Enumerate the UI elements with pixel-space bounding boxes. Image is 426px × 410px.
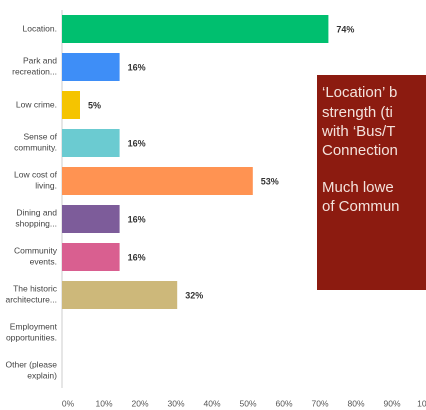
bar <box>62 129 120 157</box>
bar <box>62 167 253 195</box>
y-tick-label: Low crime. <box>16 99 57 109</box>
x-tick-label: 80% <box>347 398 364 408</box>
annotation-box: ‘Location’ b strength (ti with ‘Bus/T Conne… <box>317 75 426 290</box>
x-tick-label: 50% <box>239 398 256 408</box>
value-label: 16% <box>128 138 146 148</box>
bar <box>62 281 178 309</box>
x-tick-label: 70% <box>311 398 328 408</box>
bar <box>62 205 120 233</box>
annotation-bg <box>317 75 426 290</box>
bar <box>62 15 329 43</box>
x-tick-label: 90% <box>383 398 400 408</box>
x-tick-label: 40% <box>203 398 220 408</box>
x-tick-label: 10% <box>95 398 112 408</box>
annotation-text: ‘Location’ b <box>322 84 397 101</box>
value-label: 16% <box>128 62 146 72</box>
value-label: 53% <box>261 176 279 186</box>
y-tick-label: Location. <box>23 23 58 33</box>
annotation-text: Connection <box>322 142 398 159</box>
x-tick-label: 60% <box>275 398 292 408</box>
y-tick-label: The historic architecture... <box>6 284 58 305</box>
bar <box>62 53 120 81</box>
y-tick-label: Other (please explain) <box>6 360 58 381</box>
y-tick-label: Dining and shopping... <box>15 208 57 229</box>
annotation-text: Much lowe <box>322 179 394 196</box>
annotation-text: of Commun <box>322 198 400 215</box>
y-tick-label: Park and recreation... <box>12 56 57 77</box>
x-tick-label: 100% <box>417 398 426 408</box>
x-tick-label: 30% <box>167 398 184 408</box>
value-label: 74% <box>336 24 354 34</box>
value-label: 32% <box>185 290 203 300</box>
x-tick-label: 20% <box>131 398 148 408</box>
y-tick-label: Sense of community. <box>14 132 57 153</box>
annotation-text: with ‘Bus/T <box>321 123 395 140</box>
value-label: 5% <box>88 100 101 110</box>
value-label: 16% <box>128 252 146 262</box>
x-tick-label: 0% <box>62 398 75 408</box>
y-tick-label: Community events. <box>14 246 58 267</box>
annotation-text: strength (ti <box>322 104 393 121</box>
bar <box>62 243 120 271</box>
value-label: 16% <box>128 214 146 224</box>
y-tick-label: Low cost of living. <box>14 170 58 191</box>
y-tick-label: Employment opportunities. <box>6 322 58 343</box>
bar <box>62 91 80 119</box>
